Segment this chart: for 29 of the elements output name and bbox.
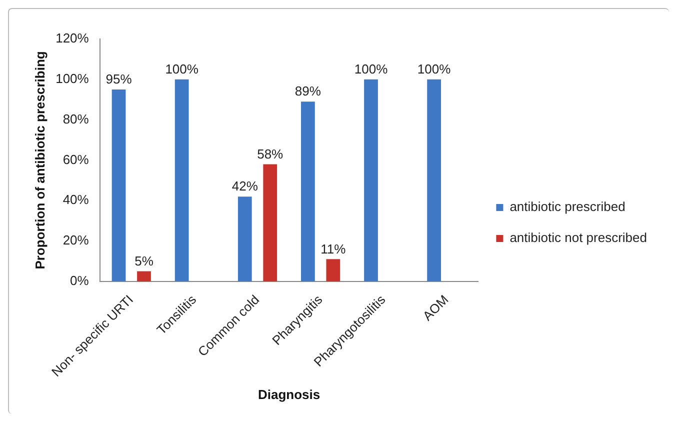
x-axis-title: Diagnosis [258,386,320,402]
legend-label: antibiotic not prescribed [510,230,648,246]
y-tick-label: 20% [62,232,90,248]
data-label: 95% [106,72,132,87]
bar [112,90,126,282]
data-label: 58% [257,146,284,162]
data-label: 100% [354,61,388,76]
bar [137,271,151,282]
data-label: 89% [294,84,322,99]
data-label: 100% [165,61,199,76]
y-tick-label: 40% [62,192,90,208]
y-tick-label: 80% [62,111,90,126]
y-tick-label: 120% [56,30,90,46]
y-tick-label: 60% [62,152,90,167]
data-label: 100% [417,61,452,76]
bar [326,259,340,282]
y-tick-label: 0% [70,272,90,288]
data-label: 11% [320,241,346,256]
y-tick-label: 100% [56,70,90,86]
data-label: 42% [232,178,258,194]
bar [263,164,278,282]
bar [364,79,378,282]
legend-label: antibiotic prescribed [510,199,626,214]
data-label: 5% [134,253,154,268]
bar [174,79,189,282]
bar [427,79,441,282]
bar [238,196,252,282]
bar [301,102,315,282]
y-axis-title: Proportion of antibiotic prescribing [32,51,48,270]
